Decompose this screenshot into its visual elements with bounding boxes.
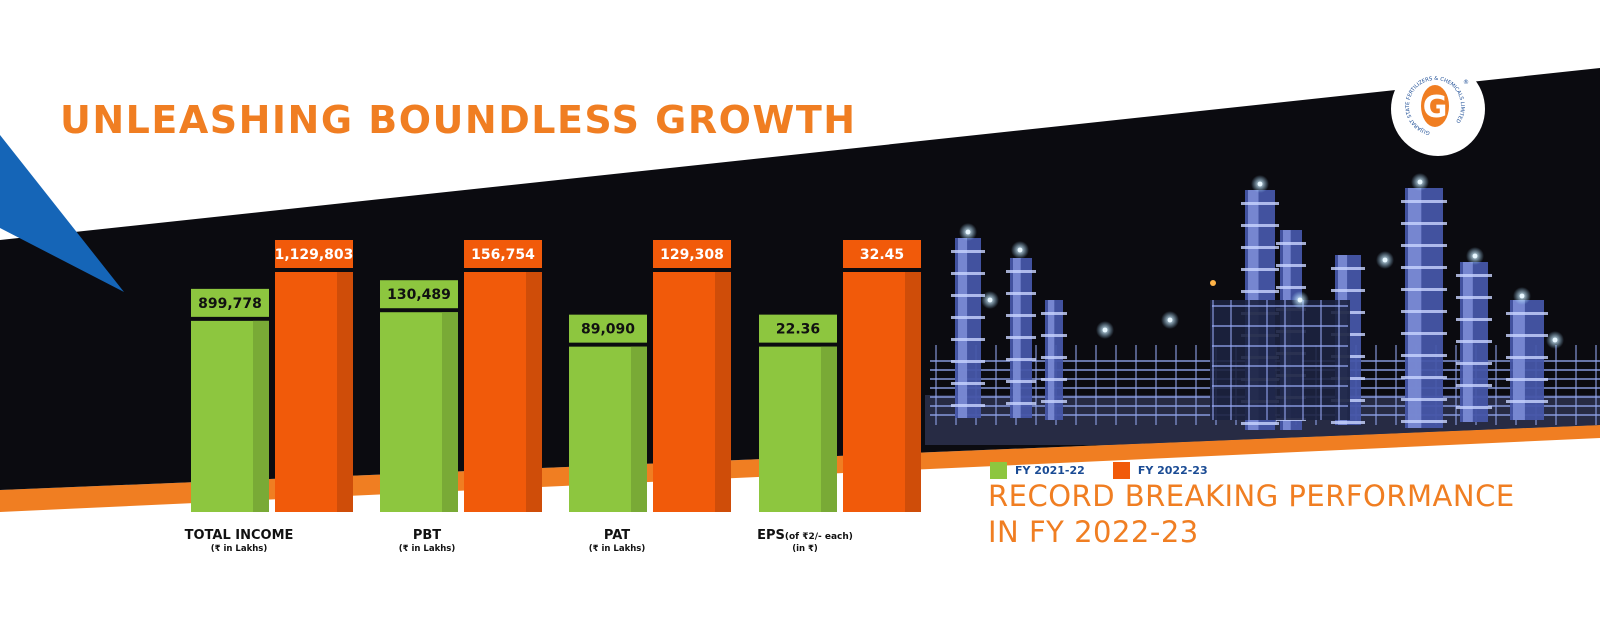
category-unit: (₹ in Lakhs) (210, 544, 268, 554)
category-name: PAT (603, 528, 631, 543)
tagline-line-1: RECORD BREAKING PERFORMANCE (988, 479, 1515, 513)
legend-item-fy2021-22: FY 2021-22 (990, 462, 1085, 479)
logo-registered-mark: ® (1463, 79, 1469, 86)
bar-fy2021-22-2-shade (442, 312, 458, 512)
company-logo: G GUJARAT STATE FERTILIZERS & CHEMICALS … (1391, 62, 1485, 156)
logo-emblem-icon: G GUJARAT STATE FERTILIZERS & CHEMICALS … (1405, 76, 1469, 136)
legend-item-fy2022-23: FY 2022-23 (1112, 462, 1208, 479)
value-tag (275, 240, 353, 268)
category-name: EPS(of ₹2/- each) (710, 528, 900, 543)
legend-swatch-fy2021-22 (990, 462, 1007, 479)
tagline: RECORD BREAKING PERFORMANCE IN FY 2022-2… (988, 478, 1515, 550)
value-tag (653, 240, 731, 268)
value-label: 32.45 (860, 247, 904, 263)
blue-triangle (0, 135, 124, 292)
value-label: 130,489 (387, 287, 451, 303)
legend: FY 2021-22 FY 2022-23 (990, 462, 1236, 479)
category-label-pbt: PBT (₹ in Lakhs) (332, 528, 522, 554)
value-tag (464, 240, 542, 268)
value-label: 89,090 (581, 322, 635, 338)
category-unit: (in ₹) (792, 544, 818, 554)
category-eps-suffix: (of ₹2/- each) (784, 532, 853, 542)
bar-fy2021-22-3-shade (631, 346, 647, 512)
bar-fy2022-23-1-shade (337, 272, 353, 512)
value-tag (569, 314, 647, 343)
category-name: TOTAL INCOME (184, 528, 294, 543)
bar-fy2021-22-1-shade (253, 320, 269, 512)
bar-fy2022-23-3-shade (715, 272, 731, 512)
value-label: 22.36 (776, 322, 820, 338)
category-unit: (₹ in Lakhs) (398, 544, 456, 554)
category-unit: (₹ in Lakhs) (588, 544, 646, 554)
bar-fy2021-22-4-shade (821, 346, 837, 512)
legend-swatch-fy2022-23 (1112, 462, 1130, 479)
value-label: 129,308 (660, 247, 724, 263)
value-label: 156,754 (471, 247, 535, 263)
category-eps-name: EPS (757, 528, 785, 543)
category-label-total-income: TOTAL INCOME (₹ in Lakhs) (144, 528, 334, 554)
value-tag (759, 314, 837, 343)
value-label: 1,129,803 (275, 247, 354, 263)
category-label-eps: EPS(of ₹2/- each) (in ₹) (710, 528, 900, 554)
value-tag (843, 240, 921, 268)
bar-chart: 899,778 1,129,803 130,489 156,754 89,090 129,… (191, 240, 921, 512)
bar-fy2022-23-4-shade (905, 272, 921, 512)
headline: UNLEASHING BOUNDLESS GROWTH (60, 98, 857, 142)
tagline-line-2: IN FY 2022-23 (988, 515, 1199, 549)
value-tag (380, 280, 458, 309)
legend-label-fy2021-22: FY 2021-22 (1015, 464, 1085, 477)
logo-letter: G (1423, 90, 1448, 125)
value-label: 899,778 (198, 296, 262, 312)
bar-fy2022-23-2-shade (526, 272, 542, 512)
category-name: PBT (412, 528, 442, 543)
category-label-pat: PAT (₹ in Lakhs) (522, 528, 712, 554)
legend-label-fy2022-23: FY 2022-23 (1137, 464, 1208, 477)
value-tag (191, 288, 269, 317)
